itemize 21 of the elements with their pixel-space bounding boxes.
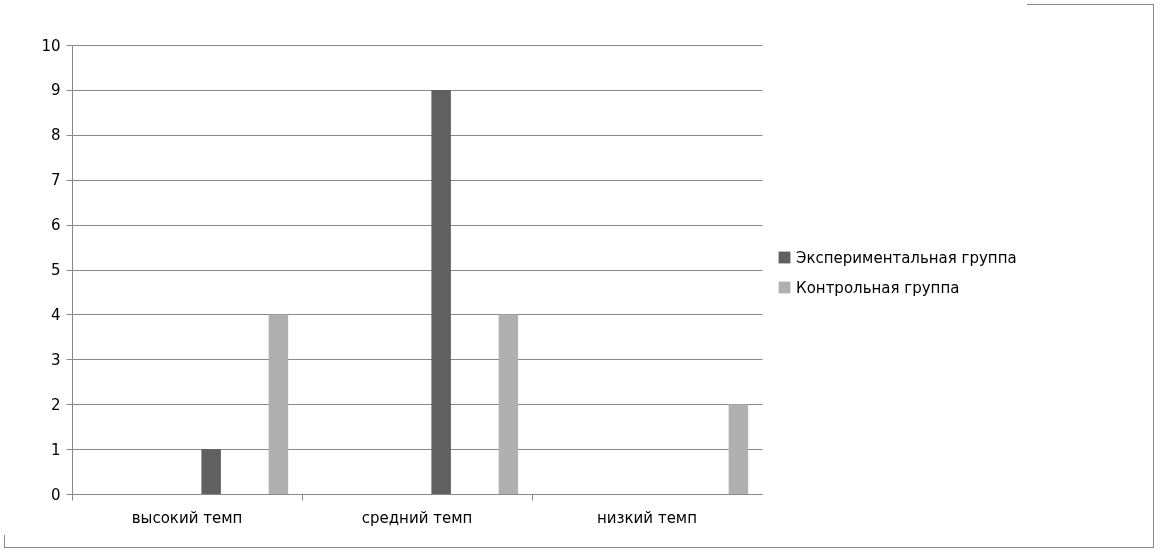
- x-tick-label: средний темп: [361, 508, 473, 527]
- bar: [728, 404, 749, 494]
- legend-label: Экспериментальная группа: [796, 248, 1017, 267]
- y-tick-label: 5: [50, 261, 61, 279]
- bar: [268, 314, 289, 494]
- y-tick-label: 2: [50, 395, 61, 414]
- y-tick-label: 0: [50, 485, 61, 504]
- y-tick-label: 3: [50, 350, 61, 369]
- x-tick-label: высокий темп: [131, 508, 243, 527]
- y-tick-label: 1: [50, 440, 61, 459]
- bar: [431, 89, 451, 494]
- bar: [498, 314, 519, 494]
- y-tick-label: 8: [50, 126, 61, 145]
- y-tick-label: 4: [50, 305, 61, 324]
- x-tick-label: низкий темп: [597, 508, 697, 527]
- y-tick-label: 7: [50, 171, 61, 190]
- y-tick-label: 6: [50, 216, 61, 235]
- bar: [201, 449, 221, 494]
- legend-label: Контрольная группа: [796, 278, 960, 297]
- y-tick-label: 10: [41, 36, 61, 55]
- y-tick-label: 9: [50, 81, 61, 100]
